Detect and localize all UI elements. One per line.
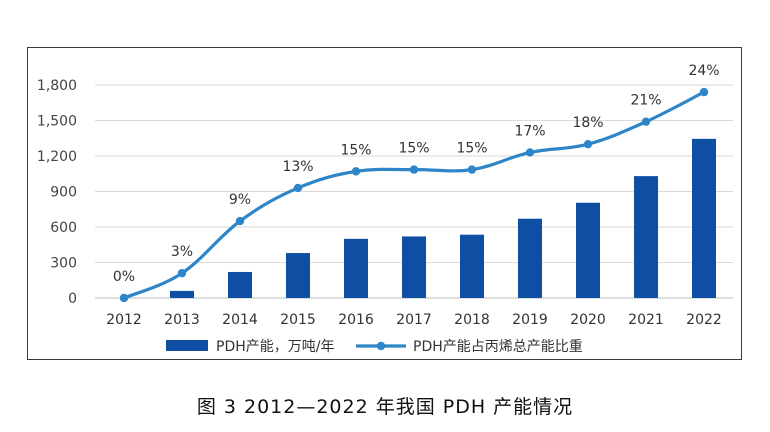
data-label: 15% (398, 141, 429, 157)
legend-swatch-marker (376, 341, 386, 351)
data-label: 0% (113, 269, 135, 285)
data-label: 3% (171, 244, 193, 260)
x-tick-label: 2018 (454, 312, 490, 328)
bar (576, 202, 600, 298)
bar (286, 253, 310, 298)
line-point (293, 183, 303, 193)
legend-label-bar: PDH产能，万吨/年 (216, 339, 334, 355)
x-tick-label: 2022 (686, 312, 722, 328)
x-tick-label: 2017 (396, 312, 432, 328)
bar (402, 236, 426, 298)
bar (170, 290, 194, 298)
x-tick-label: 2014 (222, 312, 258, 328)
legend-swatch-bar (166, 340, 208, 351)
y-tick-label: 300 (50, 256, 77, 272)
x-tick-label: 2019 (512, 312, 548, 328)
bar (344, 238, 368, 298)
line-point (119, 293, 129, 303)
x-tick-label: 2020 (570, 312, 606, 328)
bar (460, 234, 484, 298)
line-point (409, 165, 419, 174)
bar (692, 138, 716, 298)
data-label: 24% (688, 63, 719, 79)
bar (634, 176, 658, 298)
line-point (467, 165, 477, 174)
x-tick-label: 2012 (106, 312, 142, 328)
y-tick-label: 0 (68, 291, 77, 307)
line-point (699, 87, 709, 97)
data-label: 17% (514, 123, 545, 139)
data-label: 15% (340, 142, 371, 158)
y-tick-label: 1,500 (37, 114, 77, 130)
x-tick-label: 2015 (280, 312, 316, 328)
legend-label-line: PDH产能占丙烯总产能比重 (413, 339, 583, 355)
data-label: 9% (229, 192, 251, 208)
y-tick-label: 600 (50, 220, 77, 236)
figure-caption: 图 3 2012—2022 年我国 PDH 产能情况 (196, 396, 574, 418)
data-label: 21% (630, 93, 661, 109)
line-point (235, 216, 245, 226)
line-point (525, 148, 535, 157)
chart-plot: 0 300 600 900 1,200 1,500 1,800 2012 2013 2014 201… (37, 63, 733, 355)
bar (518, 218, 542, 298)
line-point (177, 268, 187, 278)
data-label: 13% (282, 159, 313, 175)
x-tick-label: 2016 (338, 312, 374, 328)
line-point (583, 139, 593, 149)
line-point (351, 167, 361, 176)
data-label: 18% (572, 115, 603, 131)
x-tick-label: 2021 (628, 312, 664, 328)
chart-frame: 0 300 600 900 1,200 1,500 1,800 2012 2013 2014 201… (27, 47, 742, 360)
y-tick-label: 1,200 (37, 149, 77, 165)
data-label: 15% (456, 141, 487, 157)
line-point (641, 117, 651, 126)
y-tick-label: 900 (50, 185, 77, 201)
x-tick-label: 2013 (164, 312, 200, 328)
y-tick-label: 1,800 (37, 78, 77, 94)
bar (228, 271, 252, 298)
